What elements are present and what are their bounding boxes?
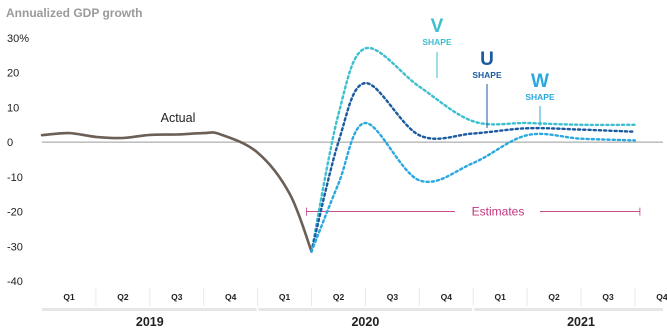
estimates-label: Estimates xyxy=(472,205,525,219)
series-line-v xyxy=(310,46,637,253)
y-tick-label: -30 xyxy=(7,241,23,253)
x-tick-label: Q1 xyxy=(279,292,291,302)
x-tick-label: Q3 xyxy=(387,292,399,302)
series-label-v: V xyxy=(431,16,444,37)
y-axis: 30% 20 10 0 -10 -20 -30 -40 xyxy=(7,33,29,288)
y-tick-label: 30% xyxy=(7,33,29,45)
x-tick-label: Q4 xyxy=(441,292,453,302)
year-label: 2020 xyxy=(351,315,379,329)
series-line-w xyxy=(310,121,637,253)
x-tick-label: Q2 xyxy=(333,292,345,302)
series-label-w: W xyxy=(531,71,549,92)
y-tick-label: -40 xyxy=(7,276,23,288)
x-axis: Q1 Q2 Q3 Q4 Q1 Q2 Q3 Q4 Q1 Q2 Q3 Q4 2019 2020 2021 xyxy=(42,286,667,331)
y-tick-label: 20 xyxy=(7,68,19,80)
y-tick-label: 10 xyxy=(7,102,19,114)
x-tick-label: Q2 xyxy=(548,292,560,302)
x-tick-label: Q1 xyxy=(495,292,507,302)
quarter-band xyxy=(42,286,663,308)
x-tick-label: Q3 xyxy=(602,292,614,302)
year-label: 2021 xyxy=(567,315,595,329)
x-tick-label: Q2 xyxy=(117,292,129,302)
series-sublabel-u: SHAPE xyxy=(472,70,502,80)
series-line-actual xyxy=(40,131,313,253)
estimates-range: Estimates xyxy=(306,205,641,219)
chart-title: Annualized GDP growth xyxy=(6,6,142,20)
x-tick-label: Q4 xyxy=(225,292,237,302)
series-sublabel-w: SHAPE xyxy=(525,92,555,102)
y-tick-label: 0 xyxy=(7,137,13,149)
x-tick-label: Q4 xyxy=(656,292,667,302)
y-tick-label: -20 xyxy=(7,207,23,219)
x-tick-label: Q3 xyxy=(171,292,183,302)
series-line-u xyxy=(310,81,637,253)
series-layer xyxy=(40,46,637,253)
year-divider xyxy=(42,308,663,311)
x-tick-label: Q1 xyxy=(63,292,75,302)
series-label-u: U xyxy=(480,49,494,70)
year-label: 2019 xyxy=(136,315,164,329)
y-tick-label: -10 xyxy=(7,172,23,184)
actual-label: Actual xyxy=(161,111,196,125)
series-sublabel-v: SHAPE xyxy=(422,37,452,47)
